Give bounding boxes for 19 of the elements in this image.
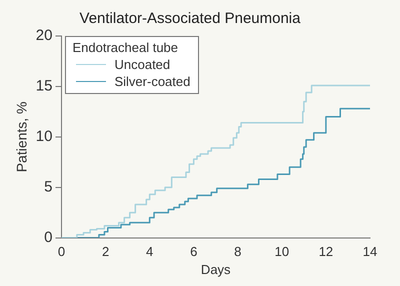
- x-tick-label: 4: [146, 244, 154, 260]
- x-tick-label: 10: [274, 244, 290, 260]
- x-tick-label: 14: [362, 244, 378, 260]
- x-axis-title: Days: [200, 262, 232, 277]
- x-tick-label: 2: [102, 244, 110, 260]
- y-tick-label: 15: [36, 78, 52, 95]
- y-tick-label: 0: [44, 228, 52, 246]
- x-tick-label: 0: [58, 244, 66, 260]
- y-axis-title: Patients, %: [13, 101, 30, 172]
- x-tick-label: 6: [190, 244, 198, 260]
- y-tick-label: 20: [36, 27, 52, 44]
- y-tick-label: 10: [36, 128, 52, 146]
- legend-label: Silver-coated: [114, 73, 190, 90]
- x-tick-label: 12: [318, 244, 334, 260]
- legend-label: Uncoated: [114, 56, 170, 73]
- x-tick-label: 8: [234, 244, 242, 260]
- chart-title: Ventilator-Associated Pneumonia: [80, 10, 302, 28]
- y-tick-label: 5: [44, 178, 52, 196]
- legend-title: Endotracheal tube: [72, 39, 180, 56]
